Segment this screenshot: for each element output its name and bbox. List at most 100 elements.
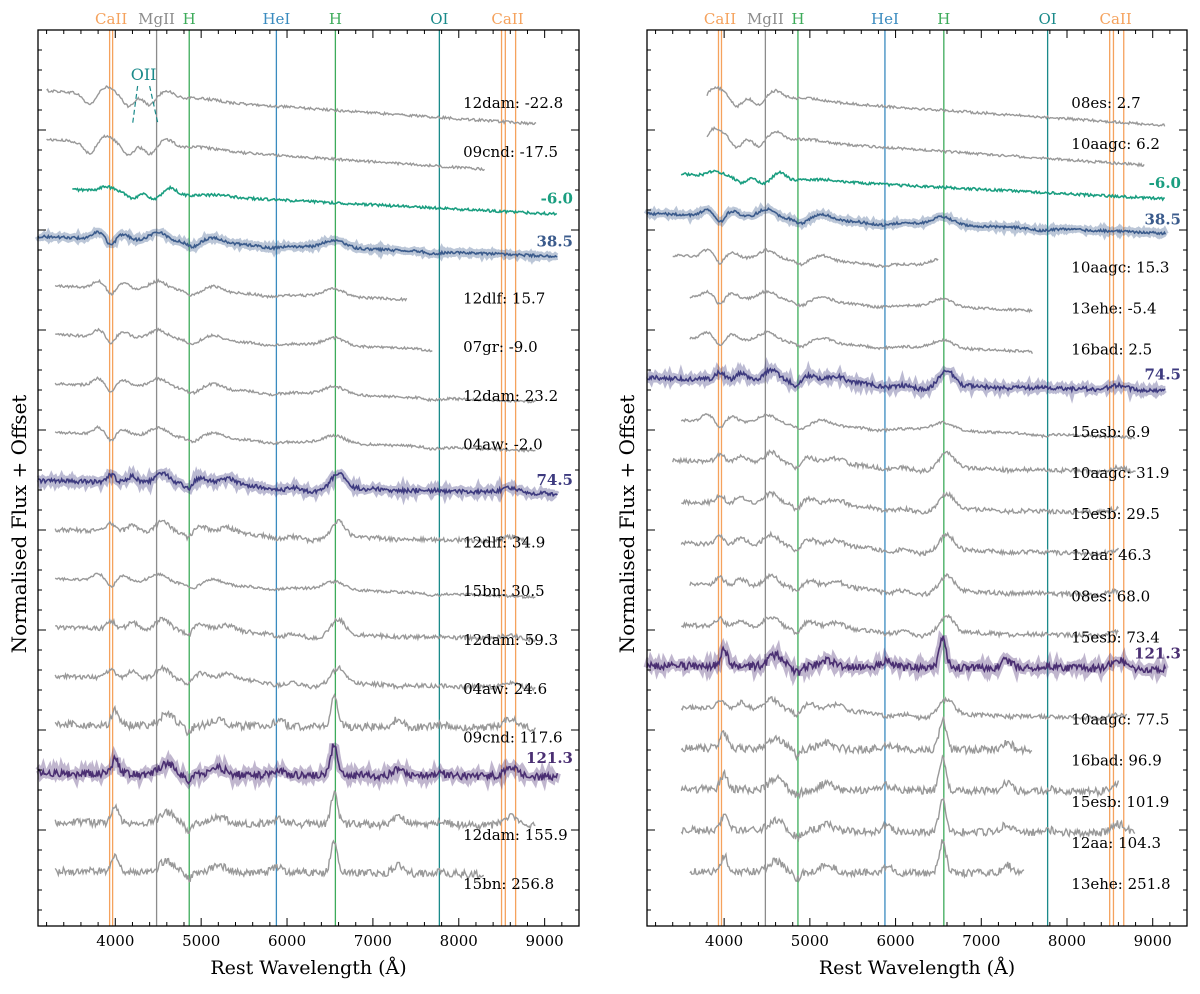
- plot-frame: [37, 29, 580, 927]
- spectrum-label: 13ehe: -5.4: [1071, 300, 1156, 318]
- spectrum-label: 16bad: 2.5: [1071, 341, 1152, 359]
- spectrum-label: 15bn: 256.8: [463, 875, 554, 893]
- line-id-label: H: [329, 10, 342, 28]
- x-tick-label: 4000: [96, 932, 134, 950]
- spectrum-04aw: [54, 664, 536, 692]
- spectrum-12dam: [54, 616, 537, 643]
- spectrum-purple: [37, 743, 559, 785]
- spectrum-phase-label: 74.5: [1144, 365, 1181, 383]
- line-id-label: H: [937, 10, 950, 28]
- spectrum-phase-label: 38.5: [536, 232, 573, 250]
- spectrum-label: 07gr: -9.0: [463, 338, 538, 356]
- spectrum-09cnd: [46, 134, 486, 172]
- spectrum-15esb: [680, 412, 1136, 440]
- spectrum-green: [680, 169, 1165, 202]
- spectrum-label: 15esb: 6.9: [1071, 423, 1150, 441]
- spectrum-label: 13ehe: 251.8: [1071, 875, 1170, 893]
- line-id-label: HeI: [871, 10, 899, 28]
- spectrum-15bn: [54, 572, 536, 600]
- x-tick-label: 9000: [1134, 932, 1172, 950]
- spectrum-16bad: [689, 330, 1034, 355]
- x-axis-label: Rest Wavelength (Å): [819, 957, 1015, 979]
- spectrum-blue: [646, 206, 1167, 236]
- x-tick-label: 8000: [1048, 932, 1086, 950]
- spectrum-phase-label: 121.3: [526, 749, 573, 767]
- spectrum-label: 15bn: 30.5: [463, 582, 545, 600]
- x-tick-label: 5000: [182, 932, 220, 950]
- spectrum-phase-label: 74.5: [536, 471, 573, 489]
- spectrum-error-band: [645, 357, 1167, 404]
- spectrum-indigo: [646, 366, 1166, 394]
- spectrum-10aagc: [706, 125, 1145, 168]
- spectrum-12aa: [680, 797, 1136, 843]
- spectrum-label: 08es: 2.7: [1071, 94, 1140, 112]
- line-id-label: CaII: [491, 10, 523, 28]
- line-id-label: MgII: [747, 10, 784, 28]
- spectrum-label: 12dlf: 15.7: [463, 289, 545, 307]
- x-tick-label: 6000: [268, 932, 306, 950]
- spectrum-label: 04aw: 24.6: [463, 680, 547, 698]
- line-id-label: MgII: [138, 10, 175, 28]
- spectrum-label: 09cnd: -17.5: [463, 143, 558, 161]
- spectrum-07gr: [55, 327, 433, 353]
- annotation-oii: OII: [131, 65, 157, 84]
- spectrum-indigo: [37, 471, 558, 498]
- spectrum-label: 12dam: 59.3: [463, 631, 558, 649]
- line-id-label: CaII: [704, 10, 736, 28]
- spectrum-label: 12dam: 23.2: [463, 387, 558, 405]
- spectrum-12dam: [54, 790, 536, 835]
- plot-frame: [646, 29, 1188, 927]
- line-id-label: CaII: [95, 10, 127, 28]
- spectrum-08es: [706, 85, 1166, 127]
- spectrum-label: 12aa: 104.3: [1071, 834, 1161, 852]
- spectrum-blue: [37, 230, 558, 259]
- spectrum-label: 15esb: 29.5: [1071, 505, 1159, 523]
- spectrum-phase-label: 121.3: [1134, 645, 1181, 663]
- x-tick-label: 4000: [705, 932, 743, 950]
- line-id-label: HeI: [262, 10, 290, 28]
- spectrum-label: 10aagc: 77.5: [1071, 711, 1169, 729]
- left-panel: CaII MgII H HeI H OI CaII 12dam: -22.8 09cnd: -1…: [34, 10, 580, 979]
- spectrum-phase-label: -6.0: [1149, 174, 1181, 192]
- line-id-label: OI: [1039, 10, 1057, 28]
- spectrum-04aw: [54, 425, 536, 453]
- spectrum-green: [72, 184, 558, 216]
- spectrum-12dam: [54, 376, 536, 404]
- x-tick-label: 7000: [354, 932, 392, 950]
- x-axis-label: Rest Wavelength (Å): [210, 957, 406, 979]
- spectrum-12aa: [680, 530, 1120, 558]
- line-id-label: H: [183, 10, 196, 28]
- spectrum-label: 16bad: 96.9: [1071, 752, 1161, 770]
- spectrum-label: 12dlf: 34.9: [463, 533, 545, 551]
- right-panel: CaII MgII H HeI H OI CaII 08es: 2.7 10aagc: 6.2 -…: [643, 10, 1188, 979]
- spectrum-13ehe: [689, 289, 1033, 314]
- spectrum-08es: [689, 572, 1119, 599]
- spectrum-16bad: [680, 716, 1033, 762]
- spectrum-15esb: [680, 613, 1119, 640]
- spectrum-10aagc: [672, 247, 939, 269]
- spectrum-label: 10aagc: 6.2: [1071, 135, 1160, 153]
- spectrum-12dlf: [54, 278, 408, 302]
- spectrum-purple: [646, 635, 1167, 677]
- x-tick-label: 9000: [526, 932, 564, 950]
- annotation-oii-pointer: [131, 85, 139, 126]
- spectrum-label: 15esb: 101.9: [1071, 793, 1169, 811]
- x-tick-label: 6000: [876, 932, 914, 950]
- spectrum-09cnd: [54, 692, 537, 737]
- y-axis-label-right: Normalised Flux + Offset: [615, 395, 639, 654]
- annotation-oii-pointer: [149, 85, 159, 126]
- spectrum-15bn: [54, 839, 485, 883]
- line-id-label: CaII: [1099, 10, 1131, 28]
- spectrum-label: 10aagc: 15.3: [1071, 258, 1169, 276]
- spectrum-label: 09cnd: 117.6: [463, 729, 563, 747]
- spectrum-12dam: [46, 85, 537, 126]
- spectrum-label: 15esb: 73.4: [1071, 628, 1159, 646]
- spectrum-phase-label: -6.0: [541, 189, 573, 207]
- spectrum-12dlf: [54, 518, 528, 545]
- x-tick-label: 8000: [440, 932, 478, 950]
- spectrum-label: 12dam: 155.9: [463, 826, 568, 844]
- spectrum-label: 12dam: -22.8: [463, 94, 563, 112]
- spectrum-10aagc: [672, 449, 1136, 476]
